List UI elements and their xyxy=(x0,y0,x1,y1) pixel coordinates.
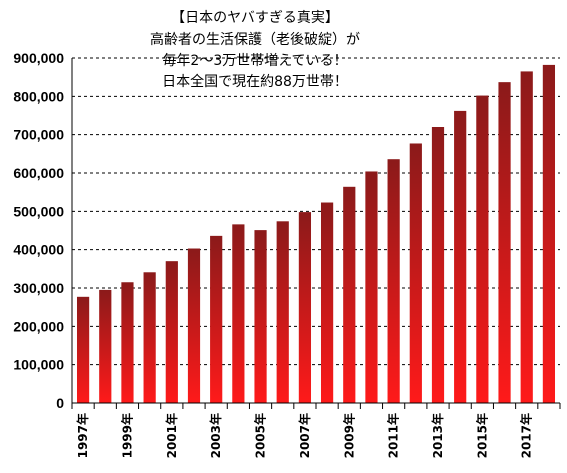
bar xyxy=(320,202,334,403)
bars xyxy=(76,64,556,404)
title-line: 高齢者の生活保護（老後破綻）が xyxy=(150,31,360,48)
x-tick-label: 2003年 xyxy=(208,413,223,458)
bar xyxy=(121,282,134,403)
bar xyxy=(542,64,556,404)
y-tick-label: 900,000 xyxy=(13,50,64,66)
x-tick-label: 2001年 xyxy=(164,413,179,458)
title-line: 毎年2～3万世帯増えている！ xyxy=(162,53,347,69)
bar xyxy=(454,110,467,404)
y-tick-label: 800,000 xyxy=(13,88,64,104)
y-tick-label: 0 xyxy=(56,395,64,411)
bar xyxy=(232,224,245,403)
bar xyxy=(365,171,378,403)
bar xyxy=(187,248,201,403)
bar xyxy=(76,296,90,403)
bar xyxy=(520,71,533,404)
x-tick-label: 2017年 xyxy=(519,413,534,458)
bar xyxy=(165,261,178,403)
y-tick-label: 300,000 xyxy=(13,280,64,296)
x-tick-label: 2009年 xyxy=(341,413,356,458)
bar xyxy=(387,159,400,403)
title-line: 【日本のヤバすぎる真実】 xyxy=(171,10,339,26)
bar xyxy=(276,221,289,403)
bar xyxy=(210,235,223,403)
y-tick-label: 500,000 xyxy=(13,203,64,219)
bar xyxy=(143,272,156,403)
bar xyxy=(498,82,511,404)
x-tick-label: 1999年 xyxy=(119,413,134,458)
bar xyxy=(431,127,445,403)
x-tick-label: 2007年 xyxy=(297,413,312,458)
axes xyxy=(71,58,561,409)
x-tick-label: 2013年 xyxy=(430,413,445,458)
title-line: 日本全国で現在約88万世帯！ xyxy=(162,73,348,90)
y-tick-label: 100,000 xyxy=(13,357,64,373)
y-tick-label: 200,000 xyxy=(13,318,64,334)
y-tick-labels: 0 100,000 200,000 300,000 400,000 500,000 600,… xyxy=(13,50,64,411)
x-tick-label: 1997年 xyxy=(75,413,90,458)
x-tick-label: 2011年 xyxy=(386,413,401,458)
bar xyxy=(99,289,112,403)
bar xyxy=(254,230,267,403)
y-tick-label: 400,000 xyxy=(13,242,64,258)
bar xyxy=(343,186,356,403)
bar xyxy=(298,212,312,403)
bar xyxy=(409,143,422,403)
x-tick-label: 2005年 xyxy=(253,413,268,458)
y-tick-label: 600,000 xyxy=(13,165,64,181)
bar xyxy=(476,95,489,404)
x-tick-labels: 1997年 1999年 2001年 2003年 2005年 2007年 2009年 2011年… xyxy=(75,413,534,458)
x-tick-label: 2015年 xyxy=(474,413,489,458)
y-tick-label: 700,000 xyxy=(13,127,64,143)
chart-title: 【日本のヤバすぎる真実】高齢者の生活保護（老後破綻）が毎年2～3万世帯増えている… xyxy=(150,10,360,90)
